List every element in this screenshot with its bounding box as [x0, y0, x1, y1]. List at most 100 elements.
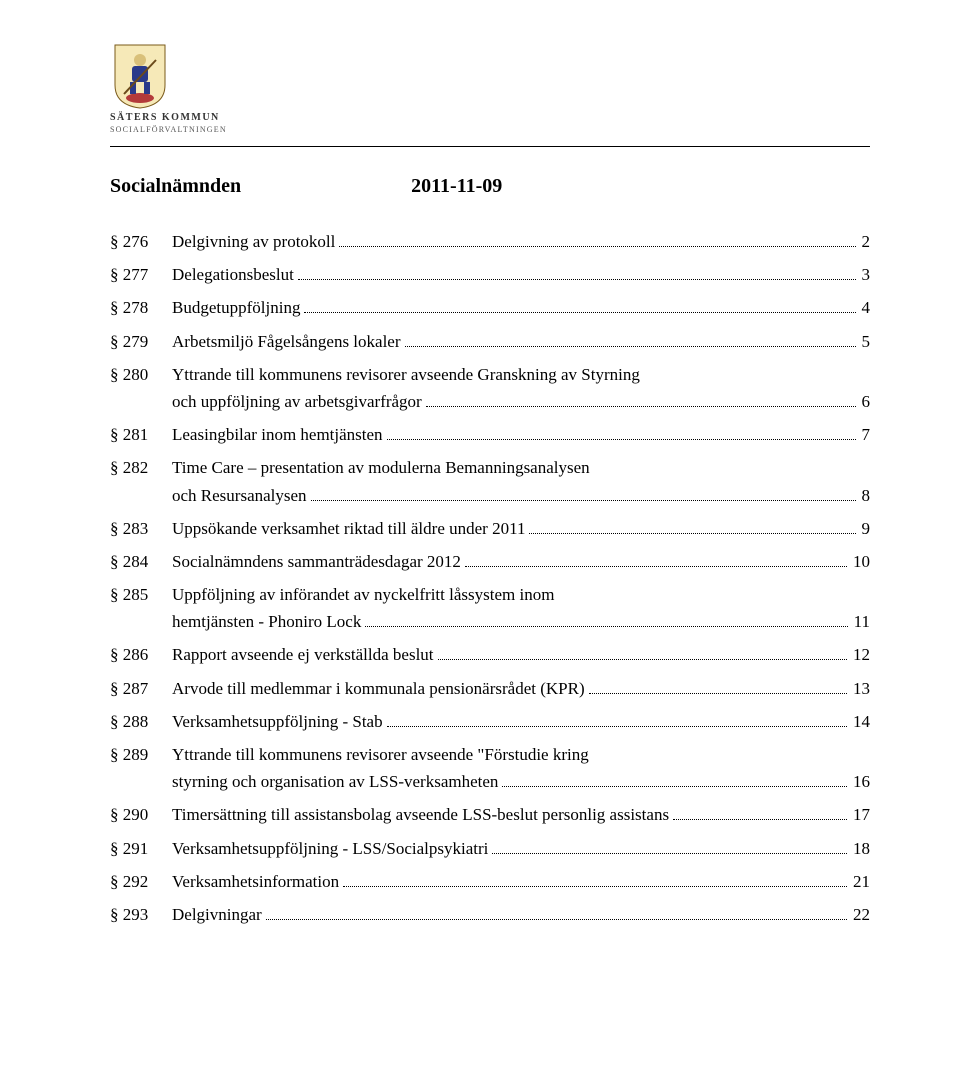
toc-ref: § 281 — [110, 421, 172, 448]
toc-line: Arbetsmiljö Fågelsångens lokaler5 — [172, 328, 870, 355]
header-rule — [110, 146, 870, 147]
toc-ref: § 276 — [110, 228, 172, 255]
toc-line: styrning och organisation av LSS-verksam… — [172, 768, 870, 795]
toc-page-number: 17 — [851, 801, 870, 828]
toc-row: § 287Arvode till medlemmar i kommunala p… — [110, 675, 870, 702]
toc-page-number: 2 — [860, 228, 871, 255]
toc-text: Rapport avseende ej verkställda beslut 12 — [172, 641, 870, 668]
toc-leader — [502, 771, 847, 787]
toc-row: § 292Verksamhetsinformation21 — [110, 868, 870, 895]
toc-line: Timersättning till assistansbolag avseen… — [172, 801, 870, 828]
toc-line: Arvode till medlemmar i kommunala pensio… — [172, 675, 870, 702]
toc-text: Verksamhetsinformation21 — [172, 868, 870, 895]
toc-row: § 281Leasingbilar inom hemtjänsten 7 — [110, 421, 870, 448]
toc-line: och Resursanalysen 8 — [172, 482, 870, 509]
toc-title-fragment: Uppföljning av införandet av nyckelfritt… — [172, 581, 554, 608]
toc-leader — [589, 677, 847, 693]
toc-page-number: 3 — [860, 261, 871, 288]
toc-page-number: 18 — [851, 835, 870, 862]
toc-row: § 280Yttrande till kommunens revisorer a… — [110, 361, 870, 415]
toc-text: Verksamhetsuppföljning - Stab 14 — [172, 708, 870, 735]
toc-row: § 285Uppföljning av införandet av nyckel… — [110, 581, 870, 635]
toc-leader — [339, 231, 855, 247]
toc-line: hemtjänsten - Phoniro Lock 11 — [172, 608, 870, 635]
toc-text: Delgivning av protokoll 2 — [172, 228, 870, 255]
toc-text: Yttrande till kommunens revisorer avseen… — [172, 361, 870, 415]
toc-leader — [492, 837, 847, 853]
toc-ref: § 279 — [110, 328, 172, 355]
toc-page-number: 5 — [860, 328, 871, 355]
toc-ref: § 288 — [110, 708, 172, 735]
toc-page-number: 9 — [860, 515, 871, 542]
toc-ref: § 278 — [110, 294, 172, 321]
toc-text: Socialnämndens sammanträdesdagar 2012 10 — [172, 548, 870, 575]
table-of-contents: § 276Delgivning av protokoll2§ 277Delega… — [110, 228, 870, 928]
toc-leader — [387, 711, 847, 727]
toc-page-number: 21 — [851, 868, 870, 895]
toc-title-fragment: Leasingbilar inom hemtjänsten — [172, 421, 383, 448]
toc-title-fragment: Rapport avseende ej verkställda beslut — [172, 641, 434, 668]
toc-title-fragment: Timersättning till assistansbolag avseen… — [172, 801, 669, 828]
toc-title-fragment: Time Care – presentation av modulerna Be… — [172, 454, 590, 481]
toc-page-number: 7 — [860, 421, 871, 448]
header: SÄTERS KOMMUN SOCIALFÖRVALTNINGEN — [110, 40, 870, 134]
toc-title-fragment: Verksamhetsuppföljning - Stab — [172, 708, 383, 735]
toc-row: § 293Delgivningar 22 — [110, 901, 870, 928]
toc-line: Uppsökande verksamhet riktad till äldre … — [172, 515, 870, 542]
toc-ref: § 287 — [110, 675, 172, 702]
toc-text: Uppsökande verksamhet riktad till äldre … — [172, 515, 870, 542]
toc-leader — [304, 297, 855, 313]
toc-ref: § 286 — [110, 641, 172, 668]
toc-line: Verksamhetsuppföljning - Stab 14 — [172, 708, 870, 735]
org-name: SÄTERS KOMMUN — [110, 112, 220, 123]
toc-leader — [438, 644, 847, 660]
title-row: Socialnämnden 2011-11-09 — [110, 175, 870, 198]
toc-line: Delegationsbeslut 3 — [172, 261, 870, 288]
toc-title-fragment: Delgivning av protokoll — [172, 228, 335, 255]
toc-leader — [298, 264, 856, 280]
toc-text: Uppföljning av införandet av nyckelfritt… — [172, 581, 870, 635]
toc-title-fragment: Yttrande till kommunens revisorer avseen… — [172, 741, 589, 768]
toc-text: Arvode till medlemmar i kommunala pensio… — [172, 675, 870, 702]
toc-title-fragment: och Resursanalysen — [172, 482, 307, 509]
toc-row: § 282Time Care – presentation av moduler… — [110, 454, 870, 508]
toc-row: § 288Verksamhetsuppföljning - Stab 14 — [110, 708, 870, 735]
toc-page-number: 8 — [860, 482, 871, 509]
toc-ref: § 282 — [110, 454, 172, 481]
toc-page-number: 22 — [851, 901, 870, 928]
toc-title-fragment: Socialnämndens sammanträdesdagar 2012 — [172, 548, 461, 575]
toc-title-fragment: hemtjänsten - Phoniro Lock — [172, 608, 361, 635]
toc-ref: § 284 — [110, 548, 172, 575]
document-page: SÄTERS KOMMUN SOCIALFÖRVALTNINGEN Social… — [0, 0, 960, 974]
toc-ref: § 293 — [110, 901, 172, 928]
toc-page-number: 11 — [852, 608, 870, 635]
toc-page-number: 4 — [860, 294, 871, 321]
toc-leader — [465, 551, 847, 567]
toc-ref: § 285 — [110, 581, 172, 608]
toc-line: Uppföljning av införandet av nyckelfritt… — [172, 581, 870, 608]
toc-ref: § 280 — [110, 361, 172, 388]
toc-ref: § 290 — [110, 801, 172, 828]
toc-ref: § 291 — [110, 835, 172, 862]
toc-title-fragment: styrning och organisation av LSS-verksam… — [172, 768, 498, 795]
toc-title-fragment: Verksamhetsuppföljning - LSS/Socialpsyki… — [172, 835, 488, 862]
toc-page-number: 14 — [851, 708, 870, 735]
toc-leader — [311, 484, 856, 500]
toc-row: § 289Yttrande till kommunens revisorer a… — [110, 741, 870, 795]
toc-line: Verksamhetsuppföljning - LSS/Socialpsyki… — [172, 835, 870, 862]
toc-text: Verksamhetsuppföljning - LSS/Socialpsyki… — [172, 835, 870, 862]
toc-ref: § 283 — [110, 515, 172, 542]
toc-row: § 283Uppsökande verksamhet riktad till ä… — [110, 515, 870, 542]
toc-page-number: 12 — [851, 641, 870, 668]
toc-line: Verksamhetsinformation21 — [172, 868, 870, 895]
toc-text: Time Care – presentation av modulerna Be… — [172, 454, 870, 508]
toc-page-number: 10 — [851, 548, 870, 575]
toc-line: Time Care – presentation av modulerna Be… — [172, 454, 870, 481]
toc-row: § 284Socialnämndens sammanträdesdagar 20… — [110, 548, 870, 575]
toc-row: § 279Arbetsmiljö Fågelsångens lokaler5 — [110, 328, 870, 355]
toc-title-fragment: Delegationsbeslut — [172, 261, 294, 288]
toc-title-fragment: Arvode till medlemmar i kommunala pensio… — [172, 675, 585, 702]
page-title-right: 2011-11-09 — [411, 175, 502, 198]
toc-line: Delgivning av protokoll 2 — [172, 228, 870, 255]
toc-title-fragment: Delgivningar — [172, 901, 262, 928]
